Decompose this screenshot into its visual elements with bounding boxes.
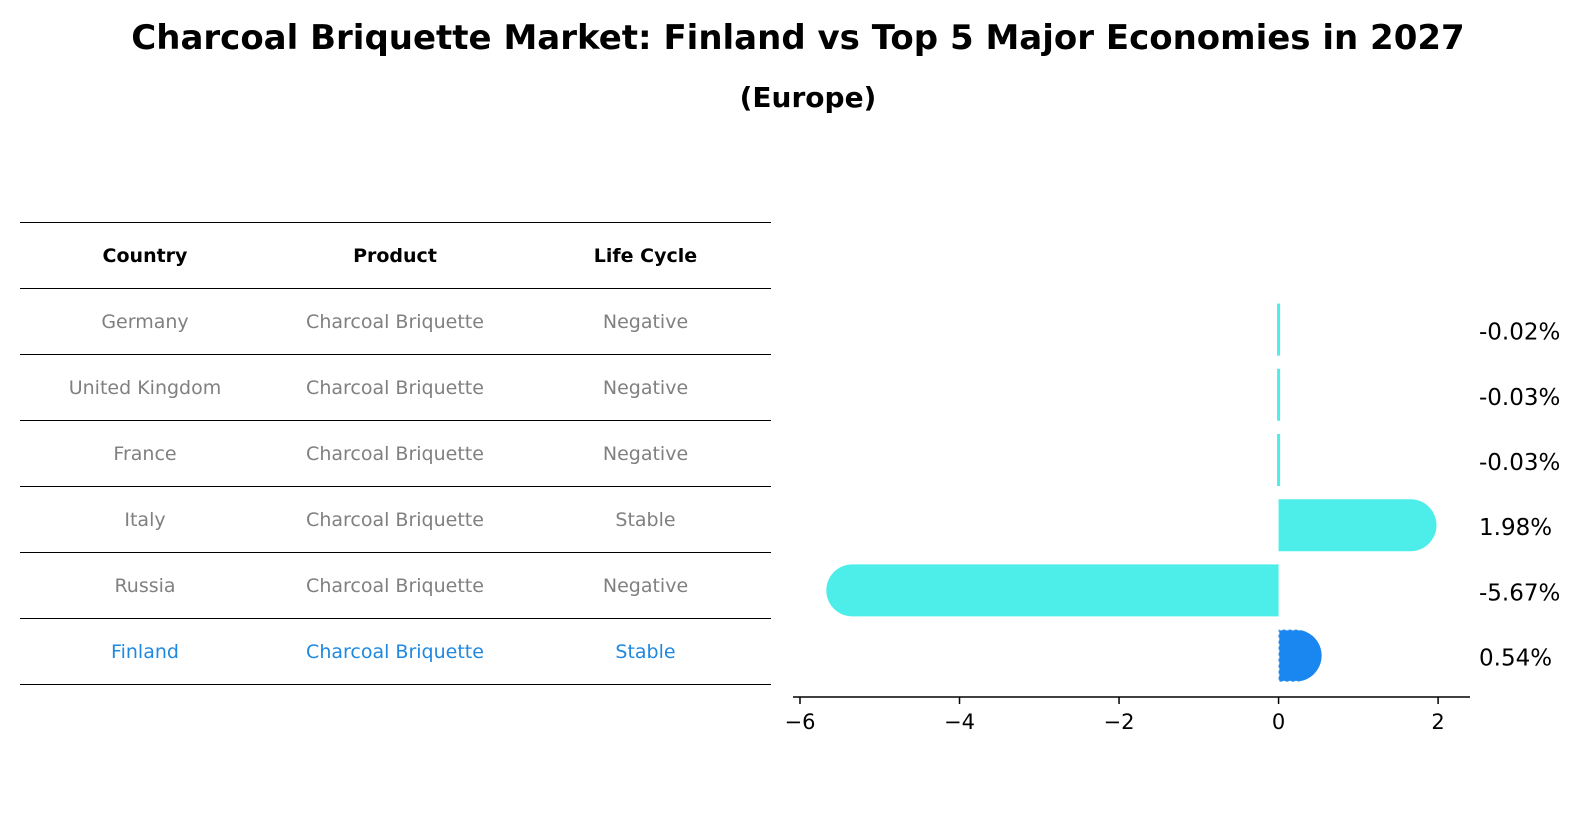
- table-cell: Finland: [20, 618, 270, 685]
- table-row: Russia Charcoal Briquette Negative: [20, 552, 771, 619]
- table-header-row: Country Product Life Cycle: [20, 222, 771, 289]
- table-cell: Stable: [520, 618, 771, 685]
- value-label: 1.98%: [1479, 515, 1552, 541]
- table-cell: Charcoal Briquette: [270, 552, 520, 619]
- table-cell: Charcoal Briquette: [270, 420, 520, 487]
- bar-france: [1277, 434, 1281, 486]
- x-tick-label: 0: [1272, 710, 1285, 734]
- table-row: Italy Charcoal Briquette Stable: [20, 486, 771, 553]
- x-tick-label: −2: [1104, 710, 1135, 734]
- column-header: Country: [20, 222, 270, 289]
- value-label: -5.67%: [1479, 580, 1560, 606]
- bar-germany: [1277, 303, 1281, 356]
- x-tick-label: −4: [944, 710, 975, 734]
- table-row-highlighted: Finland Charcoal Briquette Stable: [20, 618, 771, 685]
- table-cell: Charcoal Briquette: [270, 288, 520, 355]
- table-cell: Germany: [20, 288, 270, 355]
- table-row: France Charcoal Briquette Negative: [20, 420, 771, 487]
- table-row: Germany Charcoal Briquette Negative: [20, 288, 771, 355]
- table-cell: Charcoal Briquette: [270, 486, 520, 553]
- value-label: 0.54%: [1479, 646, 1552, 672]
- chart-subtitle: (Europe): [739, 81, 877, 114]
- value-label: -0.03%: [1479, 385, 1560, 411]
- bar-italy: [1278, 499, 1437, 552]
- x-tick-label: 2: [1431, 710, 1444, 734]
- table-cell: Negative: [520, 420, 771, 487]
- table-cell: Stable: [520, 486, 771, 553]
- table-row: United Kingdom Charcoal Briquette Negati…: [20, 354, 771, 421]
- table-cell: Negative: [520, 354, 771, 421]
- table-cell: Charcoal Briquette: [270, 354, 520, 421]
- bar-finland: [1278, 629, 1322, 682]
- bar-united-kingdom: [1277, 368, 1281, 421]
- table-cell: Negative: [520, 288, 771, 355]
- table-cell: United Kingdom: [20, 354, 270, 421]
- bar-russia: [826, 564, 1279, 617]
- value-label: -0.02%: [1479, 320, 1560, 346]
- value-label: -0.03%: [1479, 450, 1560, 476]
- table-cell: Italy: [20, 486, 270, 553]
- table-cell: France: [20, 420, 270, 487]
- column-header: Product: [270, 222, 520, 289]
- bar-outline-finland: [1277, 628, 1325, 683]
- data-table: Country Product Life Cycle Germany Charc…: [20, 222, 771, 685]
- x-tick-label: −6: [785, 710, 816, 734]
- table-cell: Russia: [20, 552, 270, 619]
- table-cell: Charcoal Briquette: [270, 618, 520, 685]
- chart-title: Charcoal Briquette Market: Finland vs To…: [131, 18, 1465, 58]
- table-cell: Negative: [520, 552, 771, 619]
- column-header: Life Cycle: [520, 222, 771, 289]
